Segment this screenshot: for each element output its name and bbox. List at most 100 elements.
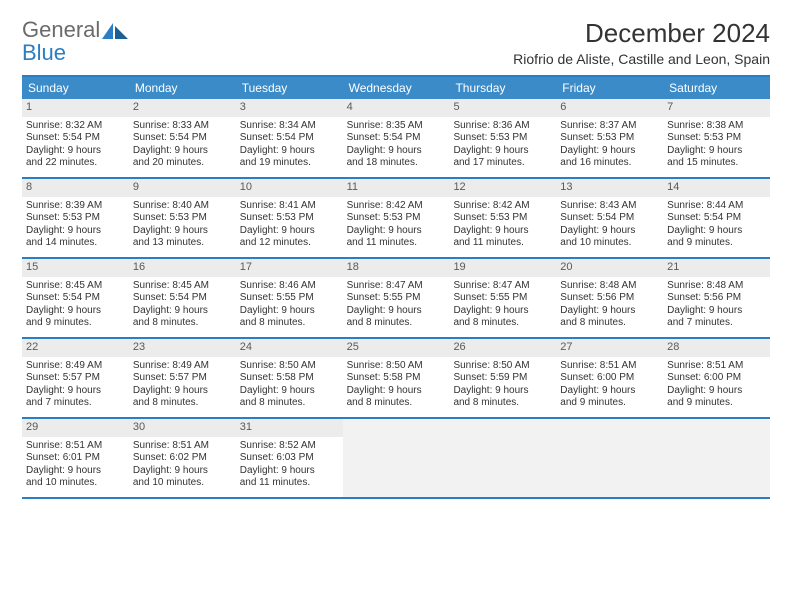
day-number: 20 [556,259,663,277]
daylight-text: and 8 minutes. [560,317,659,330]
daylight-text: Daylight: 9 hours [560,305,659,318]
daylight-text: and 9 minutes. [667,397,766,410]
calendar-cell: 17Sunrise: 8:46 AMSunset: 5:55 PMDayligh… [236,259,343,337]
daylight-text: Daylight: 9 hours [667,225,766,238]
calendar-cell: 11Sunrise: 8:42 AMSunset: 5:53 PMDayligh… [343,179,450,257]
day-header: Thursday [449,77,556,99]
day-number: 7 [663,99,770,117]
daylight-text: and 8 minutes. [240,397,339,410]
sunrise-text: Sunrise: 8:40 AM [133,200,232,213]
daylight-text: and 7 minutes. [667,317,766,330]
daylight-text: and 11 minutes. [240,477,339,490]
sunset-text: Sunset: 5:57 PM [133,372,232,385]
daylight-text: Daylight: 9 hours [347,225,446,238]
sunrise-text: Sunrise: 8:48 AM [560,280,659,293]
sunrise-text: Sunrise: 8:34 AM [240,120,339,133]
brand-name: General Blue [22,18,100,64]
sunrise-text: Sunrise: 8:45 AM [26,280,125,293]
sunset-text: Sunset: 5:58 PM [240,372,339,385]
sunset-text: Sunset: 5:53 PM [26,212,125,225]
sunrise-text: Sunrise: 8:35 AM [347,120,446,133]
day-number: 27 [556,339,663,357]
calendar-cell: 1Sunrise: 8:32 AMSunset: 5:54 PMDaylight… [22,99,129,177]
sunrise-text: Sunrise: 8:50 AM [453,360,552,373]
calendar-cell [663,419,770,497]
calendar-cell: 31Sunrise: 8:52 AMSunset: 6:03 PMDayligh… [236,419,343,497]
daylight-text: and 10 minutes. [133,477,232,490]
sunset-text: Sunset: 6:02 PM [133,452,232,465]
calendar-cell: 28Sunrise: 8:51 AMSunset: 6:00 PMDayligh… [663,339,770,417]
sunrise-text: Sunrise: 8:50 AM [347,360,446,373]
day-number: 15 [22,259,129,277]
daylight-text: Daylight: 9 hours [347,145,446,158]
sunrise-text: Sunrise: 8:36 AM [453,120,552,133]
calendar-cell: 29Sunrise: 8:51 AMSunset: 6:01 PMDayligh… [22,419,129,497]
daylight-text: and 16 minutes. [560,157,659,170]
sunrise-text: Sunrise: 8:48 AM [667,280,766,293]
calendar-cell: 25Sunrise: 8:50 AMSunset: 5:58 PMDayligh… [343,339,450,417]
calendar-cell: 13Sunrise: 8:43 AMSunset: 5:54 PMDayligh… [556,179,663,257]
calendar-cell: 10Sunrise: 8:41 AMSunset: 5:53 PMDayligh… [236,179,343,257]
daylight-text: and 22 minutes. [26,157,125,170]
sunset-text: Sunset: 5:54 PM [240,132,339,145]
daylight-text: and 8 minutes. [453,397,552,410]
daylight-text: Daylight: 9 hours [26,385,125,398]
daylight-text: Daylight: 9 hours [453,305,552,318]
daylight-text: and 8 minutes. [240,317,339,330]
sunset-text: Sunset: 5:53 PM [347,212,446,225]
daylight-text: and 11 minutes. [453,237,552,250]
day-number: 22 [22,339,129,357]
sunrise-text: Sunrise: 8:47 AM [453,280,552,293]
day-number: 21 [663,259,770,277]
day-number: 28 [663,339,770,357]
sunrise-text: Sunrise: 8:45 AM [133,280,232,293]
sunset-text: Sunset: 6:00 PM [667,372,766,385]
day-number: 29 [22,419,129,437]
sunrise-text: Sunrise: 8:37 AM [560,120,659,133]
daylight-text: and 9 minutes. [667,237,766,250]
daylight-text: Daylight: 9 hours [560,225,659,238]
daylight-text: and 12 minutes. [240,237,339,250]
calendar-cell: 30Sunrise: 8:51 AMSunset: 6:02 PMDayligh… [129,419,236,497]
sunrise-text: Sunrise: 8:41 AM [240,200,339,213]
sunset-text: Sunset: 6:01 PM [26,452,125,465]
sunset-text: Sunset: 5:53 PM [133,212,232,225]
sunset-text: Sunset: 5:53 PM [560,132,659,145]
daylight-text: Daylight: 9 hours [26,145,125,158]
calendar-cell: 6 Sunrise: 8:37 AMSunset: 5:53 PMDaylight… [556,99,663,177]
sunset-text: Sunset: 5:55 PM [453,292,552,305]
calendar-cell: 7Sunrise: 8:38 AMSunset: 5:53 PMDaylight… [663,99,770,177]
sunset-text: Sunset: 5:56 PM [667,292,766,305]
sunset-text: Sunset: 5:55 PM [347,292,446,305]
calendar-cell: 8Sunrise: 8:39 AMSunset: 5:53 PMDaylight… [22,179,129,257]
sail-icon [102,21,128,41]
day-number: 2 [129,99,236,117]
daylight-text: Daylight: 9 hours [347,385,446,398]
daylight-text: Daylight: 9 hours [133,465,232,478]
day-header: Tuesday [236,77,343,99]
daylight-text: Daylight: 9 hours [133,385,232,398]
daylight-text: and 7 minutes. [26,397,125,410]
day-number: 26 [449,339,556,357]
sunset-text: Sunset: 5:54 PM [347,132,446,145]
daylight-text: Daylight: 9 hours [347,305,446,318]
calendar-cell: 4Sunrise: 8:35 AMSunset: 5:54 PMDaylight… [343,99,450,177]
day-number: 6 [556,99,663,117]
sunrise-text: Sunrise: 8:42 AM [453,200,552,213]
sunrise-text: Sunrise: 8:52 AM [240,440,339,453]
daylight-text: Daylight: 9 hours [560,145,659,158]
daylight-text: and 14 minutes. [26,237,125,250]
day-header: Wednesday [343,77,450,99]
daylight-text: and 9 minutes. [26,317,125,330]
calendar-cell: 9Sunrise: 8:40 AMSunset: 5:53 PMDaylight… [129,179,236,257]
calendar-cell: 14Sunrise: 8:44 AMSunset: 5:54 PMDayligh… [663,179,770,257]
daylight-text: Daylight: 9 hours [133,305,232,318]
calendar-week-row: 8Sunrise: 8:39 AMSunset: 5:53 PMDaylight… [22,179,770,259]
daylight-text: Daylight: 9 hours [667,145,766,158]
daylight-text: and 8 minutes. [133,397,232,410]
sunset-text: Sunset: 5:53 PM [667,132,766,145]
sunset-text: Sunset: 5:54 PM [560,212,659,225]
sunrise-text: Sunrise: 8:51 AM [133,440,232,453]
header: General Blue December 2024 Riofrio de Al… [22,18,770,67]
daylight-text: and 10 minutes. [26,477,125,490]
